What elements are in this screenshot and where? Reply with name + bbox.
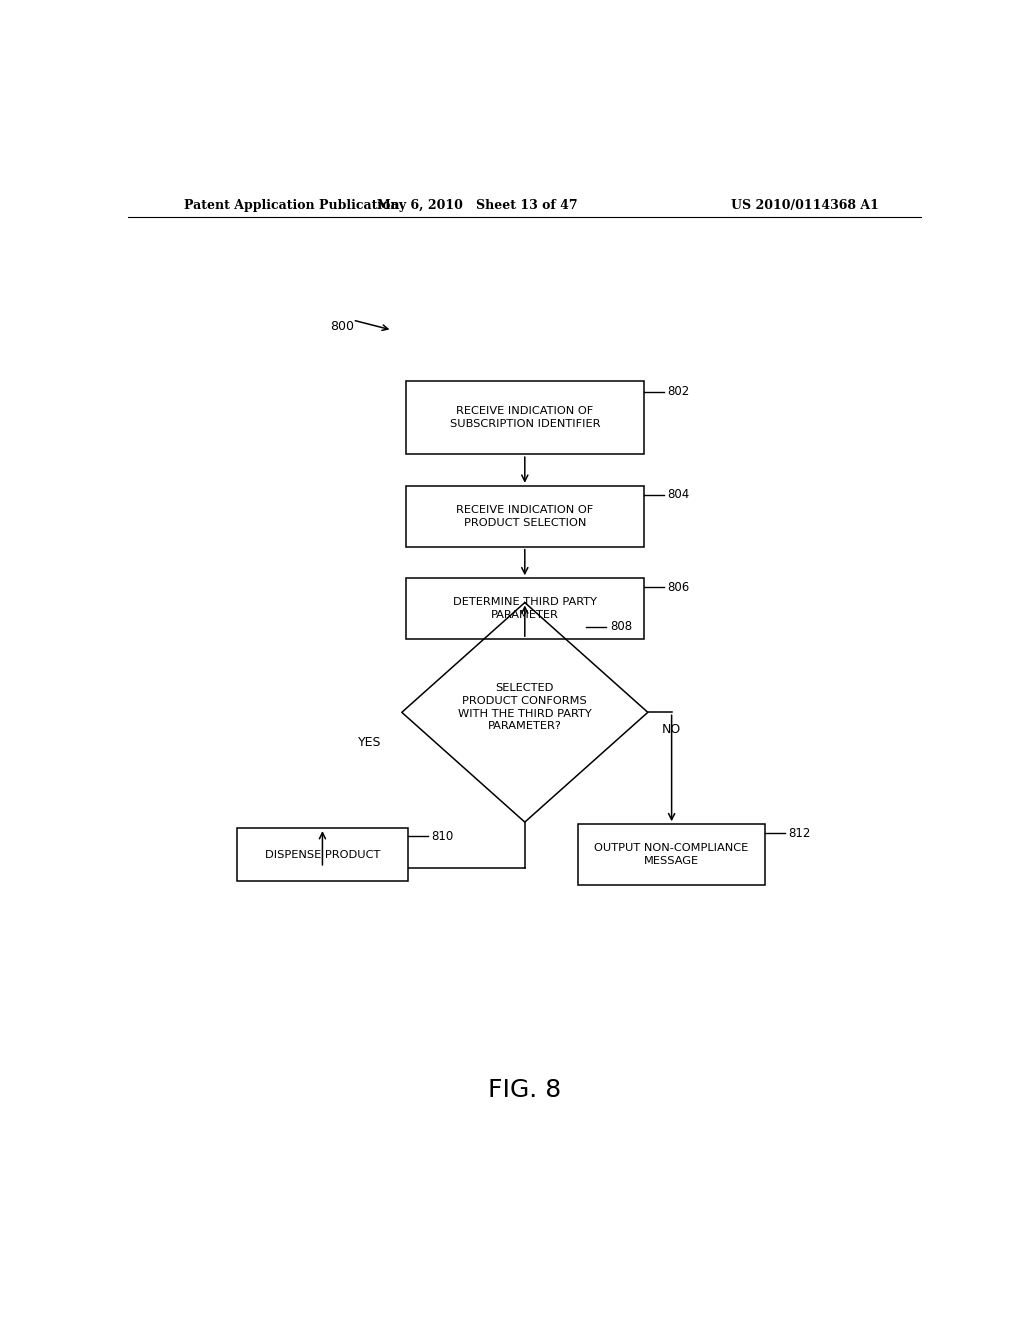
Text: 808: 808 bbox=[610, 620, 632, 634]
Text: 810: 810 bbox=[431, 830, 454, 842]
Text: FIG. 8: FIG. 8 bbox=[488, 1078, 561, 1102]
Text: NO: NO bbox=[663, 723, 681, 737]
Text: May 6, 2010   Sheet 13 of 47: May 6, 2010 Sheet 13 of 47 bbox=[377, 198, 578, 211]
Text: 812: 812 bbox=[788, 826, 811, 840]
Text: RECEIVE INDICATION OF
SUBSCRIPTION IDENTIFIER: RECEIVE INDICATION OF SUBSCRIPTION IDENT… bbox=[450, 407, 600, 429]
Text: US 2010/0114368 A1: US 2010/0114368 A1 bbox=[731, 198, 879, 211]
FancyBboxPatch shape bbox=[406, 486, 644, 546]
FancyBboxPatch shape bbox=[406, 578, 644, 639]
Text: Patent Application Publication: Patent Application Publication bbox=[183, 198, 399, 211]
Text: SELECTED
PRODUCT CONFORMS
WITH THE THIRD PARTY
PARAMETER?: SELECTED PRODUCT CONFORMS WITH THE THIRD… bbox=[458, 682, 592, 731]
Text: 804: 804 bbox=[668, 488, 690, 502]
Text: 800: 800 bbox=[331, 319, 354, 333]
Text: DISPENSE PRODUCT: DISPENSE PRODUCT bbox=[265, 850, 380, 859]
FancyBboxPatch shape bbox=[406, 381, 644, 454]
Text: OUTPUT NON-COMPLIANCE
MESSAGE: OUTPUT NON-COMPLIANCE MESSAGE bbox=[595, 843, 749, 866]
FancyBboxPatch shape bbox=[579, 824, 765, 886]
Text: 802: 802 bbox=[668, 385, 690, 399]
Text: DETERMINE THIRD PARTY
PARAMETER: DETERMINE THIRD PARTY PARAMETER bbox=[453, 597, 597, 620]
Text: YES: YES bbox=[358, 737, 382, 750]
Text: RECEIVE INDICATION OF
PRODUCT SELECTION: RECEIVE INDICATION OF PRODUCT SELECTION bbox=[456, 504, 594, 528]
FancyBboxPatch shape bbox=[238, 828, 408, 880]
Text: 806: 806 bbox=[668, 581, 690, 594]
